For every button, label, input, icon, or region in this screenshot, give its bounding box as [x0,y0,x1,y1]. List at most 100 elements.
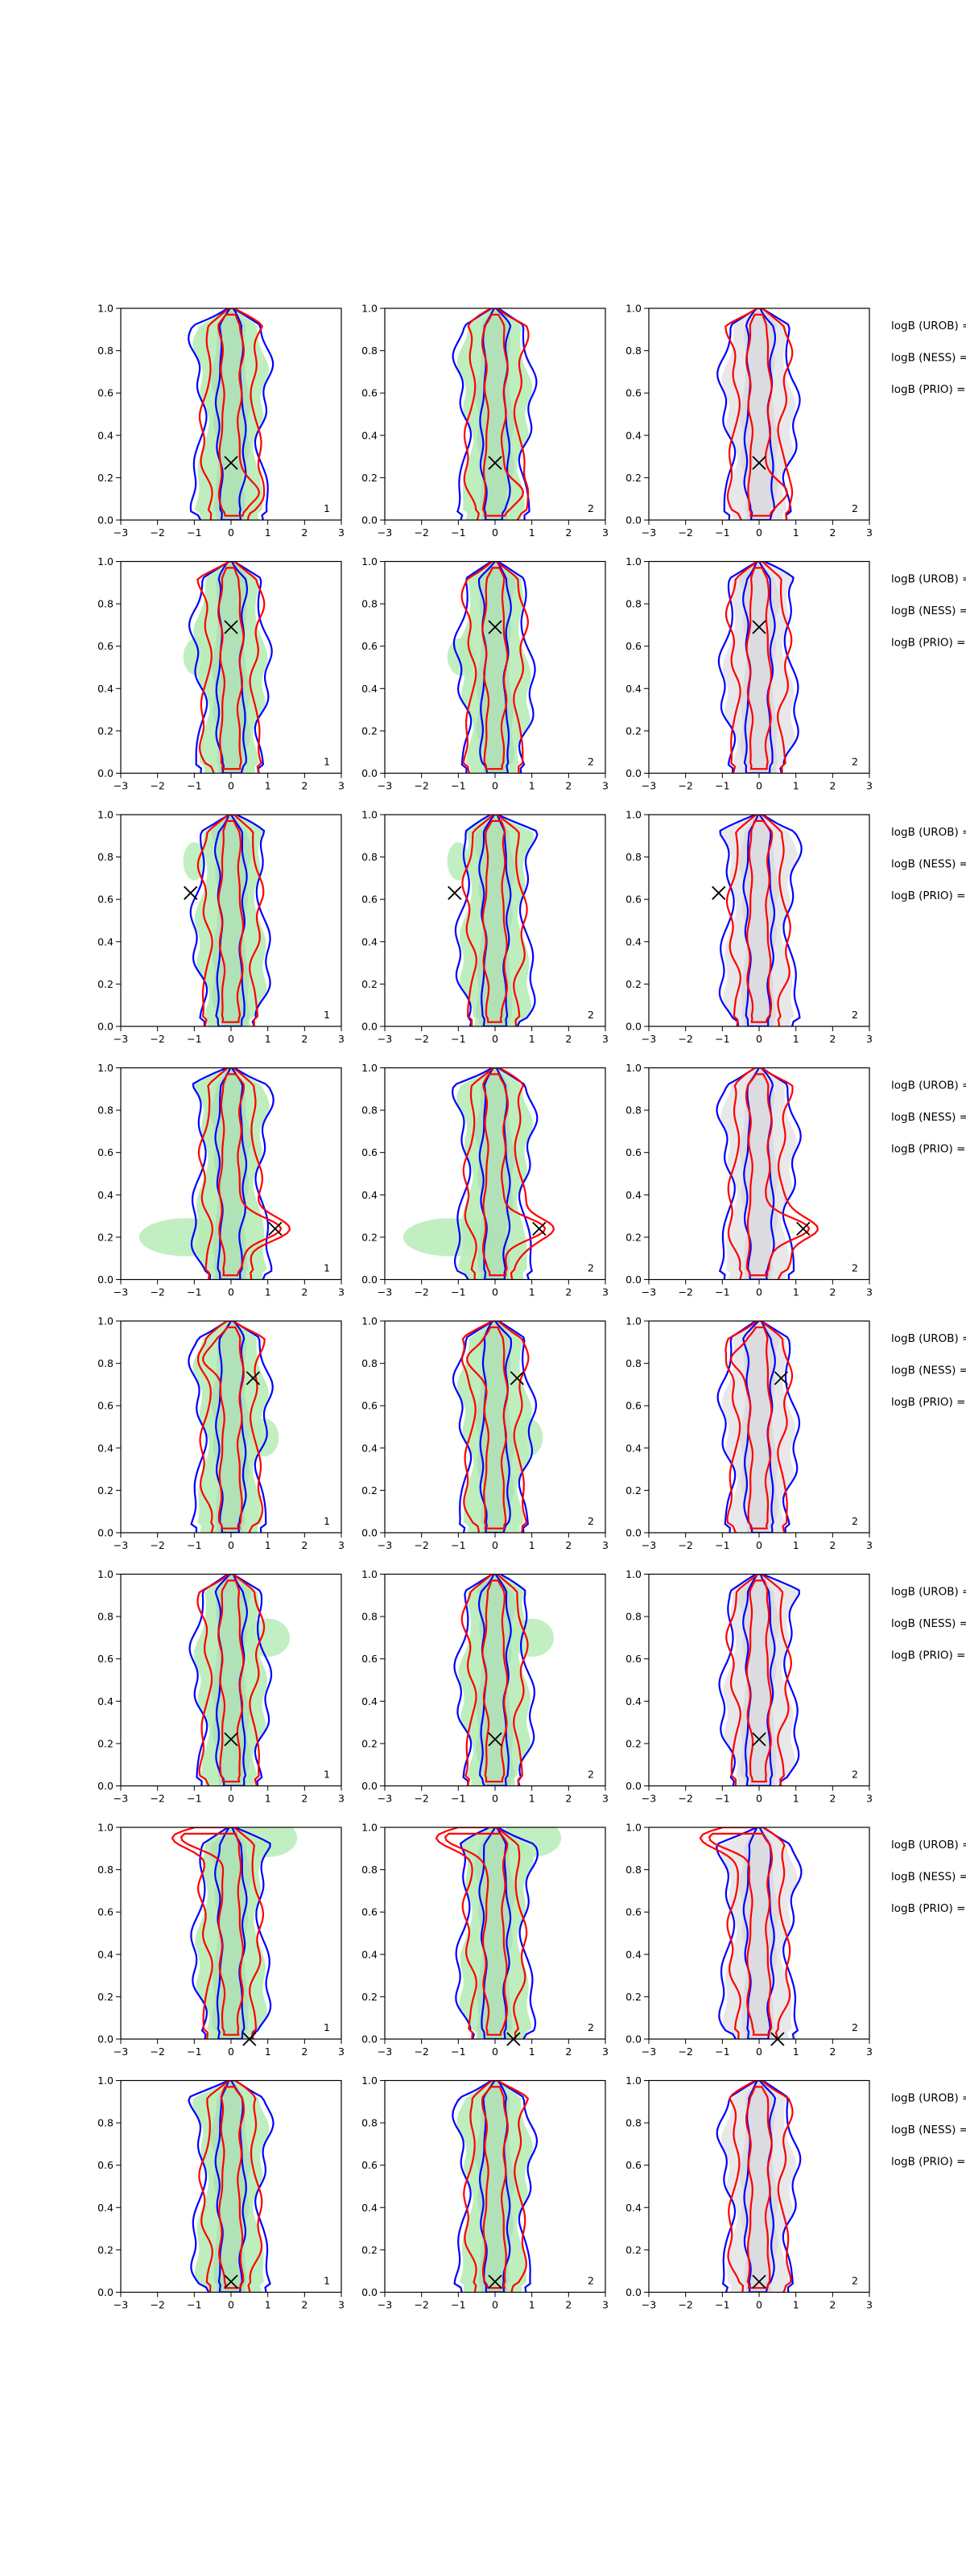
x-tick-label: −3 [642,780,656,792]
x-tick-label: 1 [265,1793,271,1805]
x-tick-label: −3 [378,526,392,539]
side-label: logB (NESS) = [891,1871,966,1884]
side-label: logB (PRIO) = [891,383,965,396]
x-tick-label: 3 [602,780,609,792]
x-tick-label: −1 [451,1033,465,1045]
density-fill-extra [513,1418,543,1457]
contour-red-inner [444,1832,509,2036]
y-tick-label: 0.2 [625,2244,642,2256]
panel-number-label: 2 [588,1009,594,1021]
x-tick-label: 1 [529,2299,535,2311]
y-tick-label: 0.2 [361,2244,378,2256]
contour-red-outer [724,561,793,774]
contour-blue-outer [715,1827,803,2039]
x-tick-label: 2 [565,1033,572,1045]
x-tick-label: −1 [187,1033,201,1045]
side-label: logB (UROB) = [891,320,966,332]
x-tick-label: −1 [715,1793,729,1805]
contour-red-outer [196,815,265,1026]
side-label: logB (NESS) = [891,2124,966,2136]
y-tick-label: 0.6 [97,1146,114,1158]
contour-red-inner [745,1579,772,1783]
side-label: logB (UROB) = [891,1586,966,1599]
plot-area [188,1321,279,1533]
x-tick-label: −3 [378,1539,392,1551]
side-labels-row-8: logB (UROB) = logB (NESS) = logB (PRIO) = [891,2092,966,2169]
contour-blue-outer [452,2080,539,2293]
panel-r1-c1: −3 −2 −1 0 1 2 3 0.0 0.2 0.4 0.6 0.8 1.0 1 [97,303,345,539]
y-tick-label: 0.8 [361,1864,378,1876]
x-tick-label: 3 [338,1286,345,1298]
y-tick-label: 0.2 [625,724,642,737]
y-tick-label: 0.0 [625,1274,642,1286]
x-tick-label: 0 [756,526,762,539]
x-tick-label: −3 [378,780,392,792]
x-tick-label: −3 [114,1033,128,1045]
y-tick-label: 1.0 [97,1062,114,1074]
y-tick-label: 0.4 [97,2202,114,2214]
y-tick-label: 0.4 [625,683,642,695]
density-fill-extra [502,1827,562,1857]
panel-r1-c2: −3 −2 −1 0 1 2 30.00.20.40.60.81.02 [361,303,609,539]
x-tick-label: 1 [793,1033,799,1045]
x-tick-label: 1 [265,780,271,792]
x-tick-label: −1 [451,1286,465,1298]
y-tick-label: 0.6 [625,894,642,906]
x-tick-label: −2 [414,780,428,792]
side-labels-row-1: logB (UROB) = logB (NESS) = logB (PRIO) = [891,320,966,396]
y-tick-label: 0.8 [97,1611,114,1623]
y-tick-label: 0.0 [97,514,114,526]
y-tick-label: 0.0 [625,2286,642,2298]
y-tick-label: 0.8 [625,1864,642,1876]
y-tick-label: 1.0 [625,2074,642,2087]
x-tick-label: 1 [529,2046,535,2058]
x-tick-label: 1 [793,526,799,539]
y-tick-label: 0.4 [625,935,642,947]
x-tick-label: 0 [228,1286,234,1298]
y-tick-label: 0.8 [361,1357,378,1369]
panel-number-label: 1 [324,1009,330,1021]
y-tick-label: 1.0 [361,2074,378,2087]
panel-r1-c3: −3 −2 −1 0 1 2 30.00.20.40.60.81.02 [625,303,873,539]
side-labels-row-5: logB (UROB) = logB (NESS) = logB (PRIO) = [891,1332,966,1409]
x-tick-label: −2 [414,526,428,539]
x-tick-label: 2 [301,1286,308,1298]
y-tick-label: 0.8 [97,1104,114,1117]
y-tick-label: 1.0 [361,1822,378,1834]
y-tick-label: 0.4 [361,683,378,695]
x-tick-label: −1 [187,526,201,539]
x-tick-label: 0 [492,1793,498,1805]
x-tick-label: −3 [114,1286,128,1298]
y-tick-label: 0.8 [97,598,114,610]
y-tick-label: 0.2 [97,472,114,484]
true-value-marker [488,456,502,470]
y-tick-label: 0.0 [625,2033,642,2046]
plot-area [402,1067,555,1280]
y-tick-label: 0.4 [361,2202,378,2214]
y-tick-label: 0.4 [361,1442,378,1454]
x-tick-label: −2 [414,2299,428,2311]
y-tick-label: 0.4 [97,1948,114,1960]
true-value-marker [224,2274,238,2289]
x-tick-label: 2 [829,1539,836,1551]
x-tick-label: −1 [187,780,201,792]
y-tick-label: 0.8 [625,1104,642,1117]
side-label: logB (PRIO) = [891,1396,965,1409]
x-tick-label: 0 [492,780,498,792]
y-tick-label: 1.0 [625,1315,642,1327]
x-tick-label: 0 [756,780,762,792]
x-tick-label: 3 [602,1286,609,1298]
y-tick-label: 0.6 [97,387,114,399]
x-tick-label: 3 [866,1286,873,1298]
contour-blue-outer [188,1574,273,1786]
y-tick-label: 0.4 [361,429,378,441]
true-value-marker [510,1371,525,1385]
y-tick-label: 0.2 [97,1991,114,2003]
side-labels-row-6: logB (UROB) = logB (NESS) = logB (PRIO) = [891,1586,966,1662]
x-tick-label: 0 [492,2299,498,2311]
contour-red-outer [196,1321,266,1533]
y-tick-label: 0.2 [625,1484,642,1496]
x-tick-label: −3 [114,2046,128,2058]
side-label: logB (PRIO) = [891,1649,965,1662]
true-value-marker [752,456,766,470]
